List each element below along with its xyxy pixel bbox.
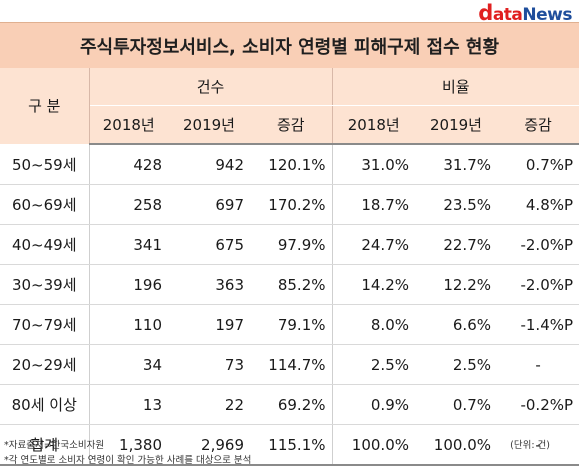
cell-count-2019: 697 — [168, 184, 250, 225]
table-row: 60~69세 258 697 170.2% 18.7% 23.5% 4.8%P — [0, 184, 580, 225]
table-row: 50~59세 428 942 120.1% 31.0% 31.7% 0.7%P — [0, 144, 580, 185]
cell-ratio-2019: 2.5% — [415, 344, 497, 385]
cell-count-2019: 2,969 — [168, 424, 250, 466]
row-label: 70~79세 — [0, 304, 90, 345]
row-label: 30~39세 — [0, 264, 90, 305]
cell-count-2018: 341 — [89, 224, 168, 265]
row-label: 20~29세 — [0, 344, 90, 385]
cell-count-change: 115.1% — [250, 424, 333, 466]
cell-ratio-2018: 8.0% — [332, 304, 415, 345]
cell-count-2019: 942 — [168, 144, 250, 185]
cell-count-change: 69.2% — [250, 384, 333, 425]
cell-ratio-2019: 6.6% — [415, 304, 497, 345]
total-row: 합계 1,380 2,969 115.1% 100.0% 100.0% - — [0, 424, 580, 466]
table-row: 80세 이상 13 22 69.2% 0.9% 0.7% -0.2%P — [0, 384, 580, 425]
cell-count-2019: 675 — [168, 224, 250, 265]
cell-count-change: 97.9% — [250, 224, 333, 265]
age-complaint-table: 주식투자정보서비스, 소비자 연령별 피해구제 접수 현황 구 분 건수 비율 … — [0, 22, 580, 466]
cell-ratio-2018: 18.7% — [332, 184, 415, 225]
cell-ratio-2018: 14.2% — [332, 264, 415, 305]
cell-ratio-2019: 12.2% — [415, 264, 497, 305]
ratio-group-header: 비율 — [332, 68, 580, 106]
col-header-ratio-2019: 2019년 — [415, 105, 497, 145]
cell-ratio-change: 4.8%P — [497, 184, 580, 225]
cell-ratio-2019: 31.7% — [415, 144, 497, 185]
col-header-count-change: 증감 — [250, 105, 333, 145]
col-header-ratio-change: 증감 — [497, 105, 580, 145]
cell-count-2019: 363 — [168, 264, 250, 305]
cell-ratio-2018: 24.7% — [332, 224, 415, 265]
cell-count-2019: 197 — [168, 304, 250, 345]
row-label: 40~49세 — [0, 224, 90, 265]
cell-ratio-change: 0.7%P — [497, 144, 580, 185]
cell-count-2019: 22 — [168, 384, 250, 425]
row-label: 합계 — [0, 424, 90, 466]
cell-ratio-2019: 22.7% — [415, 224, 497, 265]
unit-note: (단위: 건) — [510, 440, 550, 451]
logo-letter-d: d — [478, 1, 493, 25]
cell-count-2018: 13 — [89, 384, 168, 425]
cell-ratio-2019: 100.0% — [415, 424, 497, 466]
col-header-count-2019: 2019년 — [168, 105, 250, 145]
row-label: 80세 이상 — [0, 384, 90, 425]
cell-count-2018: 110 — [89, 304, 168, 345]
cell-count-change: 79.1% — [250, 304, 333, 345]
cell-count-2018: 428 — [89, 144, 168, 185]
table-row: 20~29세 34 73 114.7% 2.5% 2.5% - — [0, 344, 580, 385]
table-row: 70~79세 110 197 79.1% 8.0% 6.6% -1.4%P — [0, 304, 580, 345]
cell-ratio-2018: 0.9% — [332, 384, 415, 425]
cell-ratio-2018: 31.0% — [332, 144, 415, 185]
cell-count-2019: 73 — [168, 344, 250, 385]
analysis-note: *각 연도별로 소비자 연령이 확인 가능한 사례를 대상으로 분석 — [4, 455, 252, 466]
table-row: 30~39세 196 363 85.2% 14.2% 12.2% -2.0%P — [0, 264, 580, 305]
cell-ratio-2018: 100.0% — [332, 424, 415, 466]
datanews-logo: dataNews — [478, 1, 572, 25]
cell-ratio-2019: 0.7% — [415, 384, 497, 425]
cell-ratio-change: -0.2%P — [497, 384, 580, 425]
table-title: 주식투자정보서비스, 소비자 연령별 피해구제 접수 현황 — [0, 22, 580, 68]
cell-ratio-change: -1.4%P — [497, 304, 580, 345]
cell-ratio-2019: 23.5% — [415, 184, 497, 225]
cell-count-2018: 1,380 — [89, 424, 168, 466]
row-label: 60~69세 — [0, 184, 90, 225]
cell-count-2018: 34 — [89, 344, 168, 385]
cell-ratio-change: -2.0%P — [497, 224, 580, 265]
cell-count-change: 170.2% — [250, 184, 333, 225]
col-header-count-2018: 2018년 — [89, 105, 168, 145]
source-note: *자료출처=한국소비자원 — [4, 440, 105, 451]
table-row: 40~49세 341 675 97.9% 24.7% 22.7% -2.0%P — [0, 224, 580, 265]
cell-ratio-change: -2.0%P — [497, 264, 580, 305]
cell-ratio-change: - — [497, 344, 580, 385]
logo-text-ata: ata — [492, 5, 523, 25]
col-header-ratio-2018: 2018년 — [332, 105, 415, 145]
cell-count-change: 120.1% — [250, 144, 333, 185]
cell-count-2018: 258 — [89, 184, 168, 225]
row-label: 50~59세 — [0, 144, 90, 185]
cell-ratio-change: - — [497, 424, 580, 466]
cell-count-2018: 196 — [89, 264, 168, 305]
cell-count-change: 85.2% — [250, 264, 333, 305]
logo-text-news: News — [522, 5, 572, 25]
count-group-header: 건수 — [89, 68, 333, 106]
cell-ratio-2018: 2.5% — [332, 344, 415, 385]
cell-count-change: 114.7% — [250, 344, 333, 385]
category-header: 구 분 — [0, 68, 90, 145]
